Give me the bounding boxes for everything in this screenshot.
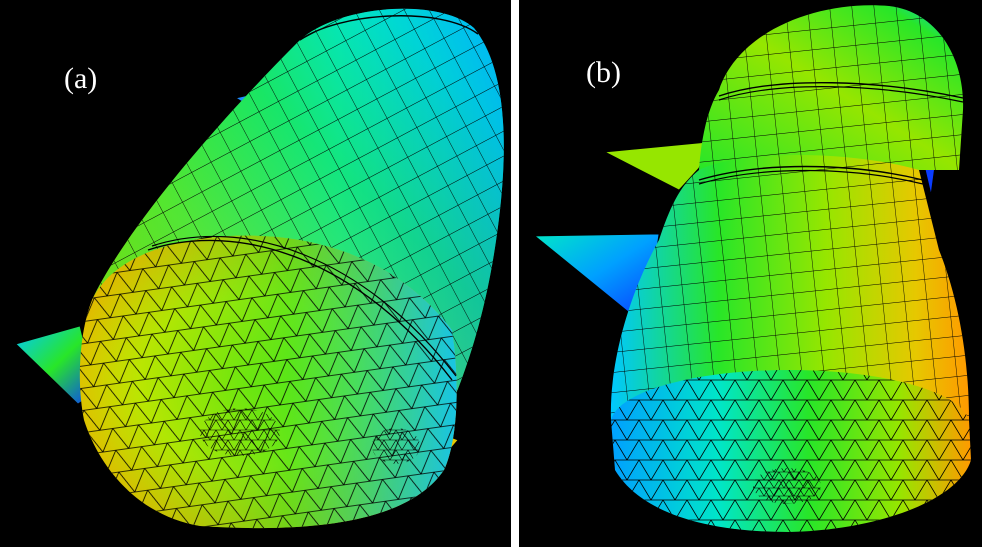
panel-label-a: (a) (64, 62, 98, 95)
mesh-render-a (15, 8, 504, 529)
panel-b: (b) (519, 0, 982, 547)
panel-label-b: (b) (586, 56, 621, 89)
mesh-refinement-a2 (372, 428, 420, 464)
mesh-refinement-a1 (200, 408, 280, 456)
mesh-render-b (533, 5, 971, 532)
panel-a: (a) (0, 0, 511, 547)
fin-upper (603, 141, 710, 191)
mesh-refinement-b1 (753, 468, 821, 504)
